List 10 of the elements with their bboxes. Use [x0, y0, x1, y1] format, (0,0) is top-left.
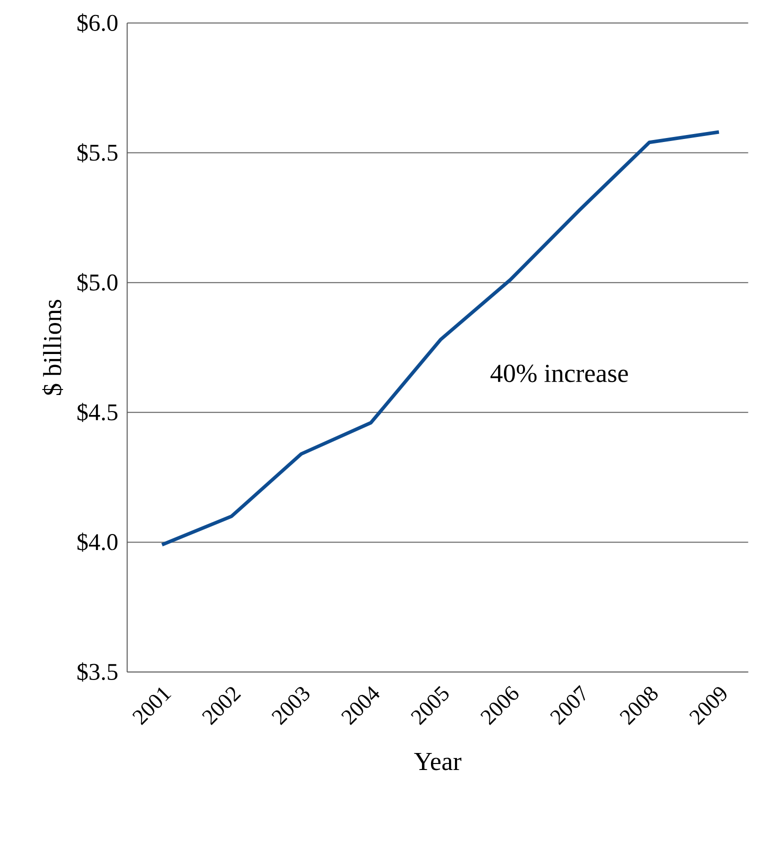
y-tick-label: $5.0 — [78, 273, 118, 292]
y-tick-label: $4.5 — [78, 402, 118, 422]
annotation: 40% increase — [490, 364, 628, 382]
y-tick-label: $4.0 — [78, 532, 118, 552]
x-axis-title: Year — [414, 752, 462, 770]
y-axis-title: $ billions — [42, 300, 64, 395]
line-series — [160, 130, 721, 547]
y-tick-label: $5.5 — [78, 143, 118, 162]
y-tick-label: $6.0 — [78, 13, 118, 33]
y-tick-label: $3.5 — [78, 662, 118, 682]
